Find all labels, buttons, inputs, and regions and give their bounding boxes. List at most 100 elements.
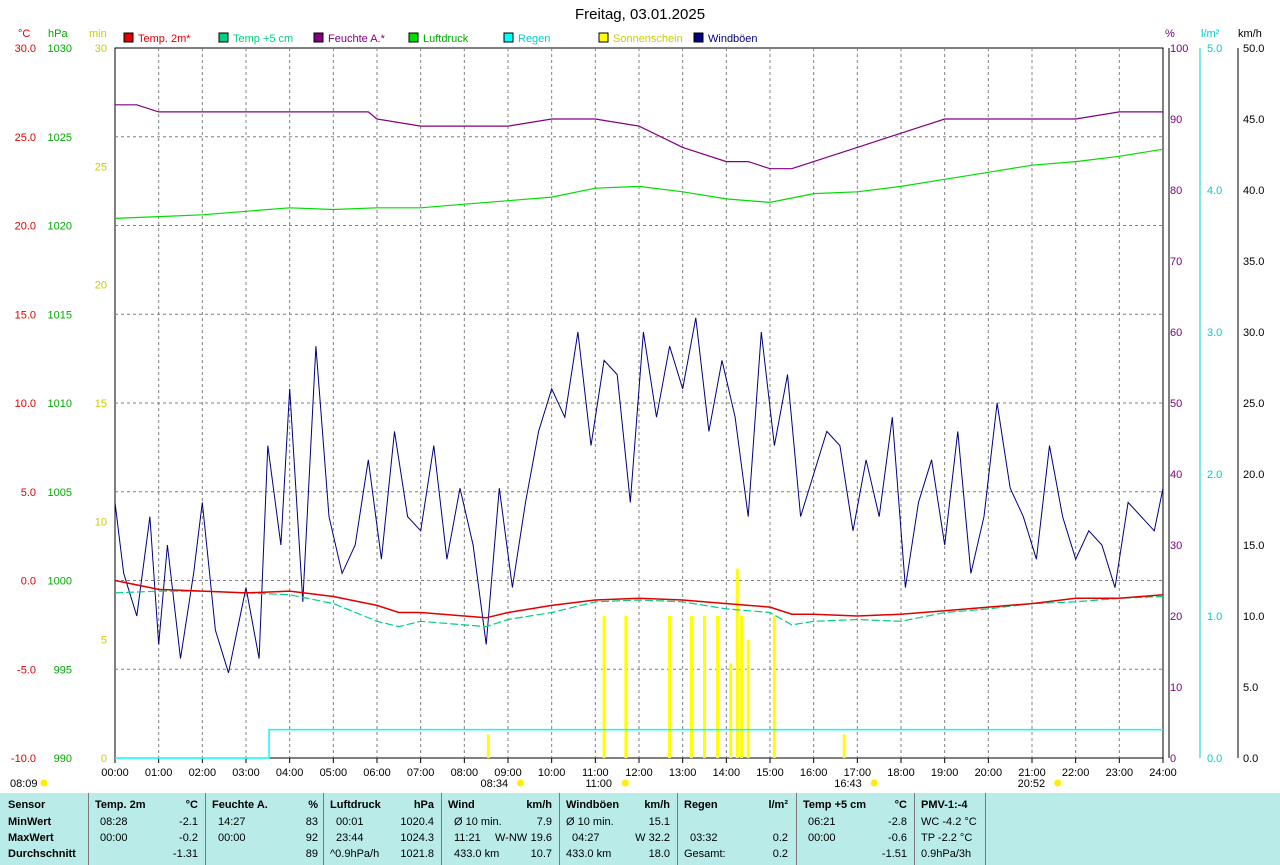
stats-value: 0.2 bbox=[772, 848, 788, 860]
stats-value: TP -2.2 °C bbox=[921, 832, 973, 844]
humidity-tick-label: 90 bbox=[1170, 114, 1182, 126]
stats-row-label: MaxWert bbox=[8, 832, 54, 844]
wind-tick-label: 45.0 bbox=[1243, 114, 1264, 126]
humidity-line bbox=[115, 104, 1163, 170]
stats-time: 14:27 bbox=[218, 816, 246, 828]
rain-tick-label: 4.0 bbox=[1207, 185, 1222, 197]
x-tick-label: 05:00 bbox=[320, 767, 348, 779]
x-tick-label: 08:00 bbox=[451, 767, 479, 779]
stats-value: 1024.3 bbox=[400, 832, 434, 844]
wind-tick-label: 15.0 bbox=[1243, 540, 1264, 552]
temp-tick-label: -10.0 bbox=[11, 753, 36, 765]
legend-swatch-sun bbox=[598, 32, 609, 43]
pressure-axis-unit: hPa bbox=[48, 28, 68, 40]
stats-unit: °C bbox=[185, 799, 198, 811]
stats-header-temp5cm: Temp +5 cm bbox=[803, 799, 867, 811]
marker-label: 08:34 bbox=[481, 778, 509, 790]
pressure-tick-label: 1030 bbox=[48, 43, 72, 55]
stats-time: 08:28 bbox=[100, 816, 128, 828]
stats-header-humidity: Feuchte A. bbox=[212, 799, 268, 811]
temp-tick-label: 10.0 bbox=[15, 398, 36, 410]
humidity-tick-label: 70 bbox=[1170, 256, 1182, 268]
x-tick-label: 15:00 bbox=[756, 767, 784, 779]
marker-label: 20:52 bbox=[1018, 778, 1046, 790]
stats-header-gusts: Windböen bbox=[566, 799, 620, 811]
marker-label: 16:43 bbox=[834, 778, 862, 790]
wind-tick-label: 20.0 bbox=[1243, 469, 1264, 481]
x-tick-label: 16:00 bbox=[800, 767, 828, 779]
marker-label: 08:09 bbox=[10, 778, 38, 790]
x-tick-label: 03:00 bbox=[232, 767, 260, 779]
x-tick-label: 09:00 bbox=[494, 767, 522, 779]
stats-header-rain: Regen bbox=[684, 799, 718, 811]
stats-value: W 32.2 bbox=[635, 832, 670, 844]
stats-panel: Sensor MinWert MaxWert Durchschnitt Temp… bbox=[0, 792, 1280, 865]
x-tick-label: 06:00 bbox=[363, 767, 391, 779]
humidity-tick-label: 10 bbox=[1170, 682, 1182, 694]
legend-label-temp5cm: Temp +5 cm bbox=[233, 33, 293, 45]
stats-divider bbox=[796, 793, 797, 865]
chart-title: Freitag, 03.01.2025 bbox=[574, 6, 706, 23]
stats-value: -0.2 bbox=[179, 832, 198, 844]
pressure-tick-label: 1015 bbox=[48, 309, 72, 321]
pressure-tick-label: 990 bbox=[54, 753, 72, 765]
wind-tick-label: 50.0 bbox=[1243, 43, 1264, 55]
temp2m-line bbox=[114, 579, 1164, 619]
sun-bar bbox=[689, 616, 693, 758]
stats-unit: l/m² bbox=[768, 799, 788, 811]
pressure-tick-label: 1020 bbox=[48, 221, 72, 233]
rain-line bbox=[115, 728, 1163, 759]
temp-tick-label: 25.0 bbox=[15, 132, 36, 144]
wind-tick-label: 30.0 bbox=[1243, 327, 1264, 339]
stats-time: 04:27 bbox=[572, 832, 600, 844]
stats-time: 00:00 bbox=[218, 832, 246, 844]
stats-value: -1.51 bbox=[881, 848, 907, 860]
temp-tick-label: 30.0 bbox=[15, 43, 36, 55]
temp-axis-unit: °C bbox=[18, 28, 30, 40]
stats-unit: km/h bbox=[644, 799, 670, 811]
x-tick-label: 00:00 bbox=[101, 767, 129, 779]
x-tick-label: 07:00 bbox=[407, 767, 435, 779]
sun-tick-label: 10 bbox=[95, 516, 107, 528]
stats-value: WC -4.2 °C bbox=[921, 816, 977, 828]
humidity-tick-label: 50 bbox=[1170, 398, 1182, 410]
sun-bar bbox=[729, 663, 733, 758]
humidity-tick-label: 30 bbox=[1170, 540, 1182, 552]
x-tick-label: 21:00 bbox=[1018, 767, 1046, 779]
rain-tick-label: 2.0 bbox=[1207, 469, 1222, 481]
legend-swatch-temp2m bbox=[123, 32, 134, 43]
sun-bar bbox=[772, 616, 776, 758]
stats-divider bbox=[985, 793, 986, 865]
wind-axis-unit: km/h bbox=[1238, 28, 1262, 40]
gust-line bbox=[114, 317, 1164, 673]
sun-tick-label: 20 bbox=[95, 280, 107, 292]
stats-header-pmv: PMV-1:-4 bbox=[921, 799, 968, 811]
sun-bar bbox=[842, 734, 846, 758]
stats-time: 23:44 bbox=[336, 832, 364, 844]
x-tick-label: 24:00 bbox=[1149, 767, 1177, 779]
legend-label-pressure: Luftdruck bbox=[423, 33, 469, 45]
stats-time: 00:00 bbox=[100, 832, 128, 844]
stats-value: -0.6 bbox=[888, 832, 907, 844]
stats-divider bbox=[677, 793, 678, 865]
stats-time: 03:32 bbox=[690, 832, 718, 844]
stats-time: 00:01 bbox=[336, 816, 364, 828]
x-tick-label: 01:00 bbox=[145, 767, 173, 779]
stats-value: 7.9 bbox=[536, 816, 552, 828]
stats-unit: km/h bbox=[526, 799, 552, 811]
x-tick-label: 14:00 bbox=[713, 767, 741, 779]
stats-row-label: MinWert bbox=[8, 816, 52, 828]
sun-bar bbox=[668, 616, 672, 758]
sun-bar bbox=[486, 734, 490, 758]
legend-label-rain: Regen bbox=[518, 33, 550, 45]
stats-time: ^0.9hPa/h bbox=[330, 848, 380, 860]
sun-marker-icon bbox=[517, 779, 525, 787]
stats-value: 0.2 bbox=[772, 832, 788, 844]
wind-tick-label: 35.0 bbox=[1243, 256, 1264, 268]
legend-swatch-pressure bbox=[408, 32, 419, 43]
legend-label-temp2m: Temp. 2m* bbox=[138, 33, 191, 45]
rain-axis-unit: l/m² bbox=[1201, 28, 1220, 40]
stats-divider bbox=[323, 793, 324, 865]
humidity-tick-label: 80 bbox=[1170, 185, 1182, 197]
x-tick-label: 19:00 bbox=[931, 767, 959, 779]
